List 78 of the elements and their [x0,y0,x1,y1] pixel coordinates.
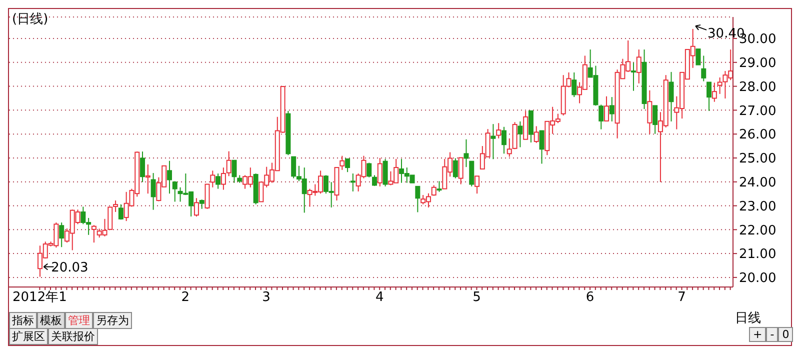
text: + [749,327,766,342]
candlestick [436,180,442,192]
y-tick-label: 26.00 [739,128,776,143]
candlestick [518,120,523,148]
text: 0 [778,327,794,342]
candlestick [166,160,172,194]
candlestick [496,122,502,139]
candlestick [528,110,534,143]
candlestick [377,157,382,187]
candlestick [523,110,528,140]
candlestick [469,160,474,187]
x-tick-label: 3 [262,290,270,306]
candlestick [474,176,480,194]
candlestick [415,186,420,213]
candlestick [150,172,156,210]
candlestick [647,90,652,134]
candlestick [145,164,150,194]
text: 日线 [735,310,761,327]
y-tick-label: 24.00 [739,175,776,190]
candlestick [502,126,506,154]
chart-title: (日线) [12,11,48,28]
y-tick-label: 21.00 [739,247,776,262]
y-tick-label: 29.00 [739,56,776,72]
candlestick [345,158,350,173]
candlestick [572,72,577,98]
text: 扩展区 [9,328,48,345]
candlestick [598,104,604,130]
x-tick-label: 2012年1 [12,290,67,306]
candlestick [172,180,178,202]
y-tick-label: 25.00 [739,152,776,167]
candlestick [366,162,372,178]
candlestick [668,71,674,122]
text: 关联报价 [48,328,98,345]
x-tick-label: 2 [181,290,190,306]
y-tick-label: 20.00 [739,271,776,286]
candlestick [382,158,388,187]
candlestick [118,204,124,220]
candlestick [706,82,712,112]
candlestick [636,48,642,84]
x-tick-label: 6 [586,290,594,306]
candlestick [59,222,64,248]
text: 管理 [65,312,93,329]
candlestick [490,124,496,160]
candlestick [458,157,464,185]
text: 模板 [37,312,65,329]
text: - [766,327,778,342]
candlestick [350,173,356,192]
candlestick [372,174,378,186]
candlestick [609,96,614,122]
text: 另存为 [93,312,132,329]
candlestick [91,224,96,244]
candlestick [194,198,199,218]
candlestick [652,105,658,134]
candlestick [696,48,701,66]
y-tick-label: 23.00 [739,199,776,214]
candlestick [210,170,216,188]
candlestick [534,126,539,144]
candlestick [539,130,544,164]
candlestick [140,151,146,183]
candlestick [340,155,345,170]
x-tick-label: 4 [375,290,384,306]
candlestick [712,82,717,102]
text: 指标 [9,312,37,329]
y-tick-label: 28.00 [739,80,776,95]
y-tick-label: 22.00 [739,223,776,238]
annotation: 20.03 [51,260,88,276]
candlestick [204,184,210,210]
x-tick-label: 5 [472,290,481,306]
candlestick [701,55,706,82]
candlestick [199,199,204,210]
candlestick [216,173,221,190]
x-tick-label: 7 [678,290,686,306]
candlestick [232,160,237,184]
candlestick [630,62,636,92]
y-tick-label: 27.00 [739,104,776,119]
candlestick [452,158,458,179]
candlestick [464,138,469,168]
candlestick [604,96,610,122]
